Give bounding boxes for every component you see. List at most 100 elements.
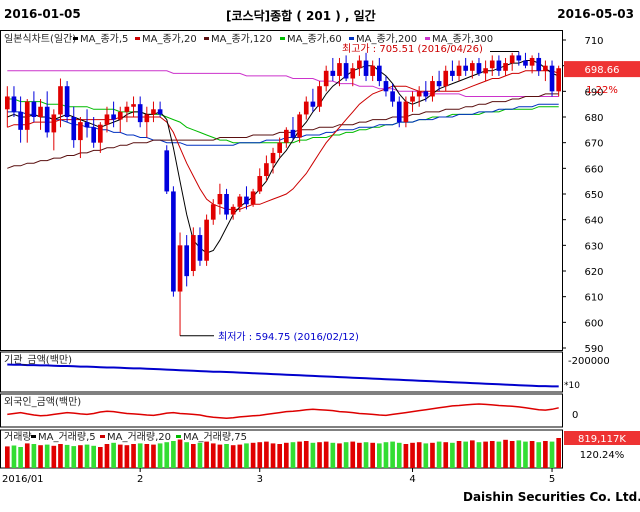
volume-bar — [4, 446, 10, 468]
candle-body — [104, 114, 110, 125]
y-tick-label: 610 — [584, 293, 603, 304]
chart-header: 2016-01-05 [코스닥]종합 ( 201 ) , 일간 2016-05-… — [0, 0, 640, 30]
high-annotation: 최고가 : 705.51 (2016/04/26) — [342, 43, 483, 55]
legend-swatch — [425, 37, 430, 40]
candle-body — [11, 96, 17, 112]
candle-body — [144, 114, 150, 123]
volume-bar — [104, 444, 110, 468]
candle-body — [171, 191, 176, 292]
volume-bar — [84, 444, 90, 468]
volume-bar — [469, 440, 475, 468]
candle-body — [38, 106, 43, 117]
last-price: 698.66 — [585, 65, 620, 76]
candle-body — [157, 109, 163, 115]
volume-bar — [403, 444, 409, 468]
volume-bar — [210, 443, 216, 468]
volume-bar — [483, 441, 488, 468]
volume-bar — [217, 444, 223, 468]
volume-bar — [303, 441, 309, 468]
candle-body — [177, 245, 183, 292]
institution-axis-tag: *10 — [564, 381, 580, 391]
volume-last: 819,117K — [578, 434, 626, 445]
volume-bar — [423, 443, 429, 468]
volume-bar — [443, 442, 449, 468]
volume-bar — [297, 441, 302, 468]
volume-bar — [363, 442, 369, 468]
y-tick-label: 620 — [584, 267, 603, 278]
volume-legend-label: MA_거래량,5 — [38, 431, 96, 443]
institution-panel-frame — [0, 351, 563, 393]
volume-bar — [509, 441, 515, 468]
volume-badge — [564, 431, 640, 445]
ma120-line — [7, 93, 559, 169]
candle-body — [317, 86, 322, 107]
volume-bar — [350, 441, 356, 468]
volume-bar — [204, 441, 209, 468]
candle-body — [117, 111, 123, 120]
volume-bar — [171, 441, 176, 468]
volume-bar — [24, 443, 30, 468]
candle-body — [190, 235, 196, 271]
candle-body — [463, 65, 469, 71]
volume-bar — [250, 442, 256, 468]
volume-bar — [283, 442, 289, 468]
volume-bar — [390, 441, 395, 468]
x-tick-label: 3 — [257, 474, 263, 485]
volume-bar — [257, 442, 263, 468]
candle-body — [84, 122, 90, 128]
volume-bar — [323, 441, 329, 468]
legend-label: MA_종가,60 — [287, 33, 342, 45]
candle-body — [456, 65, 462, 76]
legend-swatch — [73, 37, 78, 40]
volume-legend-swatch — [100, 435, 105, 438]
volume-legend-swatch — [176, 435, 181, 438]
legend-label: MA_종가,20 — [142, 33, 197, 45]
volume-bar — [516, 440, 522, 468]
candle-body — [97, 124, 103, 143]
candle-body — [297, 114, 302, 138]
volume-bar — [117, 444, 123, 468]
volume-bar — [230, 445, 236, 468]
institution-axis-label: -200000 — [568, 356, 610, 367]
volume-legend-label: MA_거래량,75 — [183, 431, 247, 443]
y-tick-label: 590 — [584, 344, 603, 355]
volume-bar — [71, 446, 77, 468]
company-footer: Daishin Securities Co. Ltd. — [463, 490, 640, 504]
candle-body — [337, 63, 342, 76]
candle-body — [350, 68, 356, 79]
volume-bar — [536, 442, 542, 468]
y-tick-label: 710 — [584, 36, 603, 47]
y-tick-label: 660 — [584, 164, 603, 175]
stock-chart[interactable]: 590600610620630640650660670680690700710일… — [0, 30, 640, 490]
institution-label: 기관_금액(백만) — [4, 354, 72, 366]
candle-body — [469, 63, 475, 71]
volume-bar — [38, 445, 43, 468]
volume-legend-label: MA_거래량,20 — [107, 431, 171, 443]
candle-body — [44, 106, 50, 133]
candle-body — [363, 60, 369, 76]
candle-body — [303, 101, 309, 115]
volume-bar — [463, 441, 469, 468]
volume-bar — [244, 443, 249, 468]
candle-body — [543, 65, 548, 71]
volume-bar — [337, 443, 342, 468]
candle-body — [71, 117, 77, 141]
volume-bar — [410, 442, 415, 468]
x-tick-label: 2 — [137, 474, 143, 485]
volume-bar — [157, 443, 163, 468]
candle-body — [250, 191, 256, 205]
volume-bar — [503, 439, 508, 468]
volume-bar — [97, 447, 103, 468]
chart-title: [코스닥]종합 ( 201 ) , 일간 — [226, 9, 376, 23]
candle-body — [443, 70, 449, 87]
foreign-line — [7, 403, 559, 420]
volume-bar — [543, 441, 548, 468]
candle-body — [556, 68, 562, 92]
volume-bar — [310, 442, 316, 468]
candle-body — [423, 91, 429, 97]
candle-body — [277, 142, 283, 153]
candle-body — [264, 163, 269, 177]
volume-bar — [436, 441, 442, 468]
volume-bar — [51, 445, 57, 468]
volume-legend-label: 거래량 — [4, 431, 32, 443]
